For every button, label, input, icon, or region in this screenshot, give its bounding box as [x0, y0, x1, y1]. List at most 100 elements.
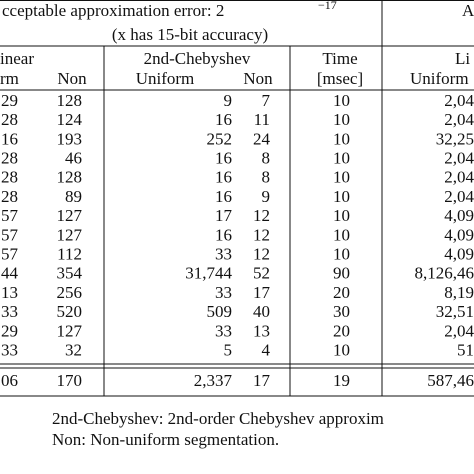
cell: 10: [333, 129, 350, 148]
cell: 20: [333, 321, 350, 340]
cell: 354: [57, 264, 83, 283]
cell: 256: [57, 283, 83, 302]
cell: 33: [215, 245, 232, 264]
cell: 16: [215, 110, 232, 129]
cell: 16: [215, 225, 232, 244]
cell: 520: [57, 302, 83, 321]
cell: 112: [57, 245, 82, 264]
cell: 193: [57, 129, 83, 148]
cell: 10: [333, 91, 350, 110]
cell: 57: [1, 206, 19, 225]
cell: 4: [262, 341, 271, 360]
cell: 16: [1, 129, 18, 148]
sub-label: Non: [57, 69, 87, 88]
cell: 2,04: [444, 321, 474, 340]
cell: 57: [1, 225, 19, 244]
cell: 13: [1, 283, 18, 302]
cell: 17: [253, 283, 271, 302]
cell: 12: [253, 206, 270, 225]
cell: 4,09: [444, 225, 474, 244]
cell: 10: [333, 149, 350, 168]
cell: 8: [262, 168, 271, 187]
cell: 20: [333, 283, 350, 302]
cell: 32,51: [436, 302, 474, 321]
cell: 4,09: [444, 245, 474, 264]
group-label: Time: [322, 49, 357, 68]
total-cell: 2,337: [194, 371, 233, 390]
cell: 28: [1, 187, 18, 206]
group-label: inear: [0, 49, 34, 68]
cell: 2,04: [444, 110, 474, 129]
cell: 17: [215, 206, 233, 225]
cell: 12: [253, 225, 270, 244]
cell: 32: [65, 341, 82, 360]
cell: 30: [333, 302, 350, 321]
cell: 31,744: [185, 264, 232, 283]
cell: 10: [333, 187, 350, 206]
cell: 2,04: [444, 91, 474, 110]
cell: 509: [207, 302, 233, 321]
cell: 11: [254, 110, 270, 129]
footnote: 2nd-Chebyshev: 2nd-order Chebyshev appro…: [52, 409, 384, 428]
cell: 40: [253, 302, 270, 321]
cell: 29: [1, 321, 18, 340]
group-label: 2nd-Chebyshev: [144, 49, 251, 68]
title-exponent: −17: [318, 0, 337, 12]
total-cell: 587,46: [427, 371, 474, 390]
cell: 9: [224, 91, 233, 110]
cell: 8,19: [444, 283, 474, 302]
cell: 2,04: [444, 168, 474, 187]
cell: 128: [57, 168, 83, 187]
cell: 127: [57, 206, 83, 225]
cell: 13: [253, 321, 270, 340]
sub-label: [msec]: [317, 69, 363, 88]
subtitle: (x has 15-bit accuracy): [112, 25, 268, 44]
cell: 57: [1, 245, 19, 264]
cell: 24: [253, 129, 271, 148]
cell: 33: [1, 302, 18, 321]
cell: 128: [57, 91, 83, 110]
cell: 10: [333, 110, 350, 129]
cell: 89: [65, 187, 82, 206]
cell: 28: [1, 110, 18, 129]
cell: 46: [65, 149, 82, 168]
cell: 16: [215, 149, 232, 168]
cell: 33: [215, 321, 232, 340]
footnote: Non: Non-uniform segmentation.: [52, 430, 279, 449]
cell: 29: [1, 91, 18, 110]
cell: 52: [253, 264, 270, 283]
cell: 10: [333, 245, 350, 264]
cell: 28: [1, 168, 18, 187]
cell: 8,126,46: [415, 264, 474, 283]
total-cell: 06: [1, 371, 18, 390]
cell: 4,09: [444, 206, 474, 225]
cell: 252: [207, 129, 233, 148]
right-title: A: [462, 1, 474, 20]
cell: 33: [215, 283, 232, 302]
cell: 127: [57, 225, 83, 244]
sub-label: Uniform: [136, 69, 195, 88]
cell: 127: [57, 321, 83, 340]
cell: 10: [333, 341, 350, 360]
cell: 51: [457, 341, 474, 360]
cell: 28: [1, 149, 18, 168]
cell: 90: [333, 264, 350, 283]
cell: 9: [262, 187, 271, 206]
cell: 2,04: [444, 149, 474, 168]
title: cceptable approximation error: 2: [2, 1, 224, 20]
cell: 2,04: [444, 187, 474, 206]
cell: 33: [1, 341, 18, 360]
total-cell: 17: [253, 371, 271, 390]
sub-label: Uniform: [410, 69, 469, 88]
cell: 10: [333, 168, 350, 187]
group-label: Li: [455, 49, 470, 68]
cell: 32,25: [436, 129, 474, 148]
cell: 16: [215, 168, 232, 187]
cell: 16: [215, 187, 232, 206]
total-cell: 170: [57, 371, 83, 390]
cell: 5: [224, 341, 233, 360]
cell: 10: [333, 225, 350, 244]
cell: 124: [57, 110, 83, 129]
cell: 10: [333, 206, 350, 225]
